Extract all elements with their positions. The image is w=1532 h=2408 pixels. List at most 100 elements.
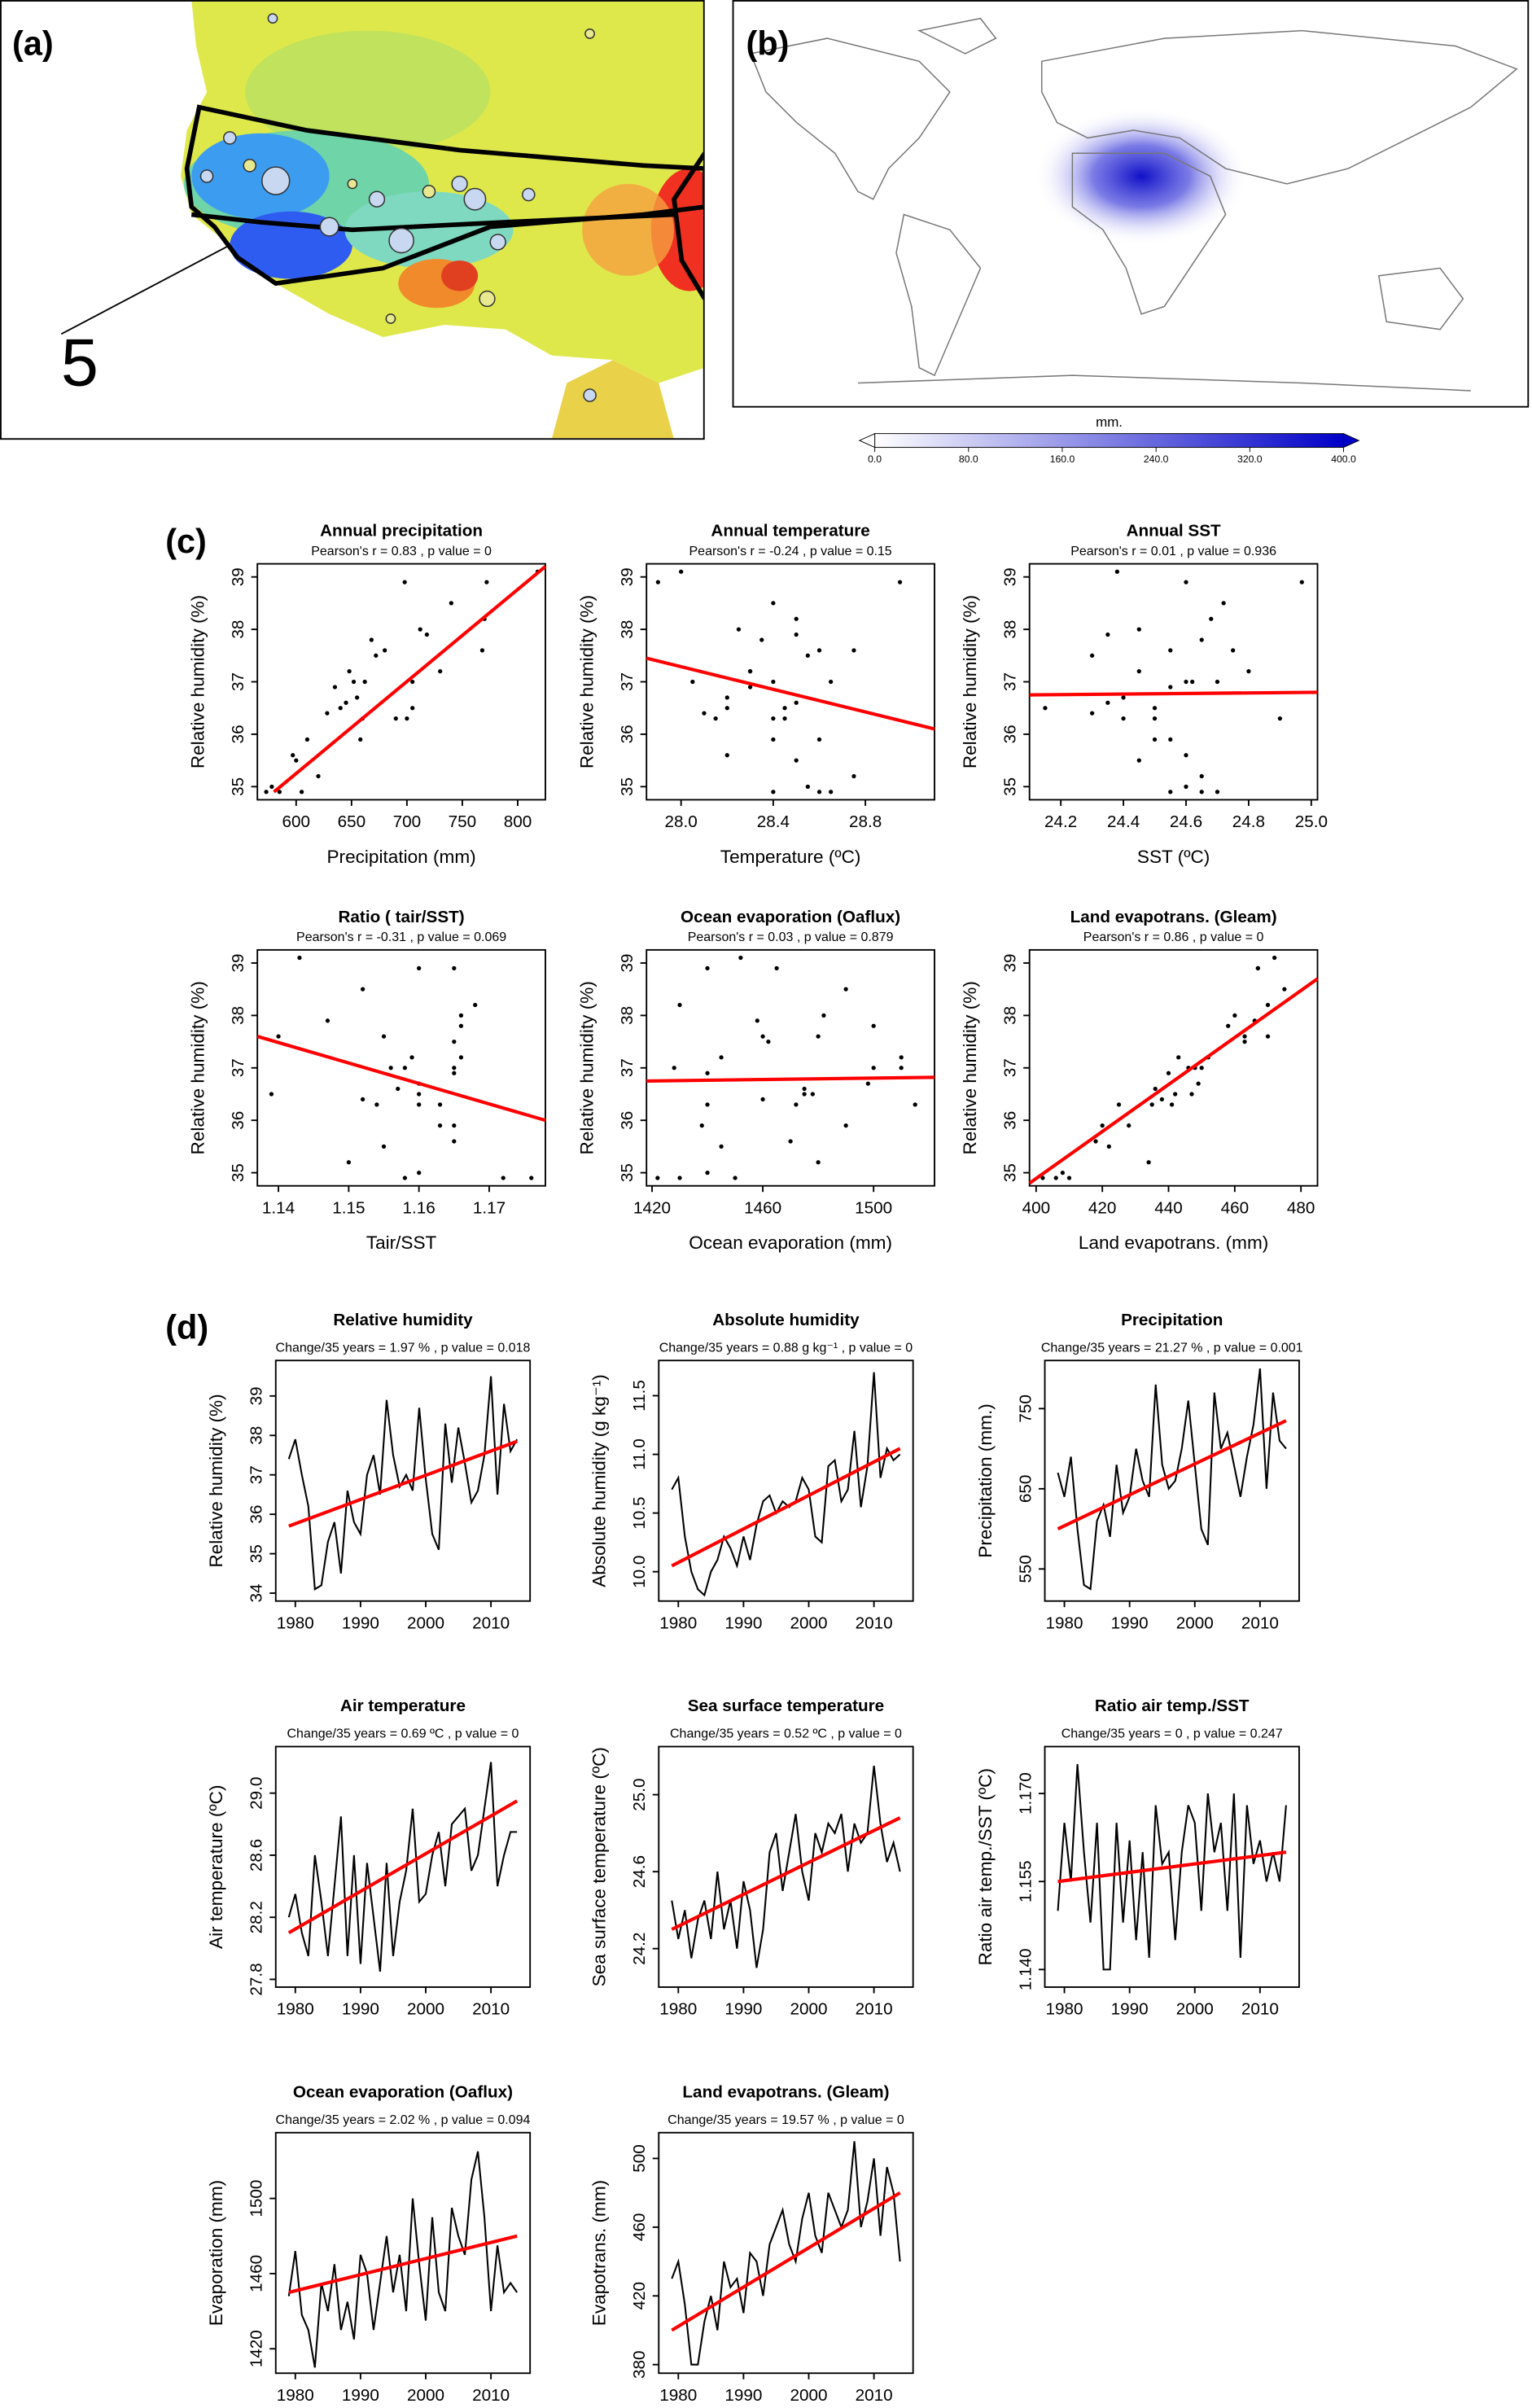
chart-title: Ocean evaporation (Oaflux) — [293, 2082, 513, 2101]
y-tick-label: 39 — [1001, 953, 1020, 972]
x-tick-label: 750 — [449, 812, 477, 831]
point — [304, 737, 310, 742]
point — [1184, 580, 1188, 584]
y-axis-label: Ratio air temp./SST (ºC) — [975, 1768, 996, 1965]
point — [1272, 955, 1277, 961]
x-tick-label: 24.8 — [1232, 812, 1265, 831]
x-tick-label: 650 — [338, 812, 366, 831]
point — [1040, 1176, 1045, 1180]
x-tick-label: 1.16 — [403, 1198, 436, 1217]
point — [1246, 669, 1251, 674]
trend-line — [1057, 1850, 1287, 1884]
x-tick-label: 2010 — [1241, 2000, 1279, 2019]
y-tick-label: 1460 — [247, 2255, 266, 2292]
x-tick-label: 1460 — [744, 1198, 781, 1217]
colorbar-tick-label: 400.0 — [1331, 453, 1356, 465]
y-tick-label: 11.5 — [630, 1380, 649, 1412]
y-tick-label: 11.0 — [630, 1438, 649, 1470]
point — [802, 1086, 807, 1092]
point — [724, 753, 729, 758]
point — [291, 753, 295, 758]
y-tick-label: 10.5 — [630, 1496, 649, 1529]
point — [452, 1066, 457, 1070]
y-tick-label: 24.6 — [630, 1855, 649, 1888]
point — [677, 1002, 682, 1008]
y-tick-label: 460 — [630, 2213, 649, 2242]
y-tick-label: 36 — [247, 1505, 266, 1524]
point — [1043, 706, 1048, 711]
x-tick-label: 1980 — [659, 2000, 697, 2019]
y-tick-label: 27.8 — [247, 1963, 266, 1995]
y-tick-label: 380 — [630, 2350, 649, 2379]
point — [1127, 1123, 1131, 1128]
chart-subtitle: Change/35 years = 21.27 % , p value = 0.… — [1041, 1341, 1303, 1355]
point — [449, 601, 453, 606]
chart-subtitle: Change/35 years = 19.57 % , p value = 0 — [668, 2113, 904, 2127]
x-tick-label: 1990 — [1111, 1613, 1149, 1632]
x-axis-label: Ocean evaporation (mm) — [689, 1232, 892, 1253]
point — [1242, 1039, 1247, 1044]
point — [871, 1023, 876, 1028]
point — [294, 758, 299, 763]
y-axis-label: Absolute humidity (g kg⁻¹) — [589, 1374, 610, 1587]
point — [747, 669, 753, 674]
point — [269, 1092, 274, 1097]
point — [899, 1066, 904, 1070]
chart-subtitle: Change/35 years = 0.88 g kg⁻¹ , p value … — [659, 1341, 913, 1355]
point — [871, 1066, 876, 1070]
x-tick-label: 1500 — [855, 1198, 892, 1217]
point — [410, 706, 415, 711]
x-tick-label: 2010 — [1241, 1613, 1279, 1632]
chart-title: Air temperature — [340, 1697, 466, 1715]
y-axis-label: Evaporation (mm) — [206, 2180, 226, 2326]
chart-subtitle: Change/35 years = 1.97 % , p value = 0.0… — [276, 1341, 531, 1355]
x-tick-label: 2000 — [790, 2000, 827, 2019]
chart: Precipitation Change/35 years = 21.27 % ,… — [975, 1311, 1303, 1633]
point — [655, 1176, 660, 1180]
point — [1152, 737, 1158, 742]
point — [277, 790, 282, 795]
point — [705, 1070, 710, 1075]
point — [816, 1034, 821, 1039]
point — [1114, 569, 1120, 574]
x-tick-label: 700 — [393, 812, 422, 831]
point — [1199, 637, 1204, 642]
y-tick-label: 25.0 — [630, 1778, 649, 1810]
point — [1242, 1034, 1247, 1039]
point — [1221, 601, 1226, 606]
plot-frame — [1044, 1359, 1300, 1602]
y-tick-label: 650 — [1016, 1475, 1035, 1504]
point — [829, 679, 834, 685]
point — [388, 1066, 393, 1070]
point — [788, 1139, 793, 1144]
point — [1265, 1002, 1271, 1008]
y-axis-label: Evapotrans. (mm) — [589, 2180, 610, 2326]
chart-title: Land evapotrans. (Gleam) — [682, 2082, 889, 2101]
point — [1277, 716, 1283, 721]
colorbar-unit: mm. — [1096, 414, 1123, 430]
chart-subtitle: Change/35 years = 0.52 ºC , p value = 0 — [670, 1727, 902, 1741]
x-tick-label: 1990 — [724, 2000, 762, 2019]
x-tick-label: 480 — [1287, 1198, 1315, 1217]
x-tick-label: 2010 — [856, 1613, 893, 1632]
point — [771, 716, 776, 721]
point — [865, 1081, 871, 1086]
point — [360, 1097, 365, 1102]
y-tick-label: 35 — [1001, 1163, 1020, 1182]
point — [1232, 1013, 1237, 1018]
series-line — [671, 1372, 901, 1597]
y-tick-label: 36 — [618, 1111, 637, 1130]
point — [760, 1034, 765, 1039]
y-tick-label: 38 — [247, 1426, 266, 1445]
point — [1173, 1092, 1178, 1097]
chart: Land evapotrans. (Gleam) Pearson's r = 0.… — [960, 908, 1319, 1253]
y-tick-label: 35 — [1001, 777, 1020, 796]
trend-line — [256, 1035, 546, 1123]
point — [402, 1176, 408, 1180]
y-axis-label: Relative humidity (%) — [577, 981, 597, 1154]
panel-label: (c) — [165, 523, 207, 560]
point — [794, 616, 799, 621]
x-tick-label: 1980 — [277, 2000, 314, 2019]
plot-frame — [646, 948, 935, 1187]
y-tick-label: 35 — [247, 1544, 266, 1563]
